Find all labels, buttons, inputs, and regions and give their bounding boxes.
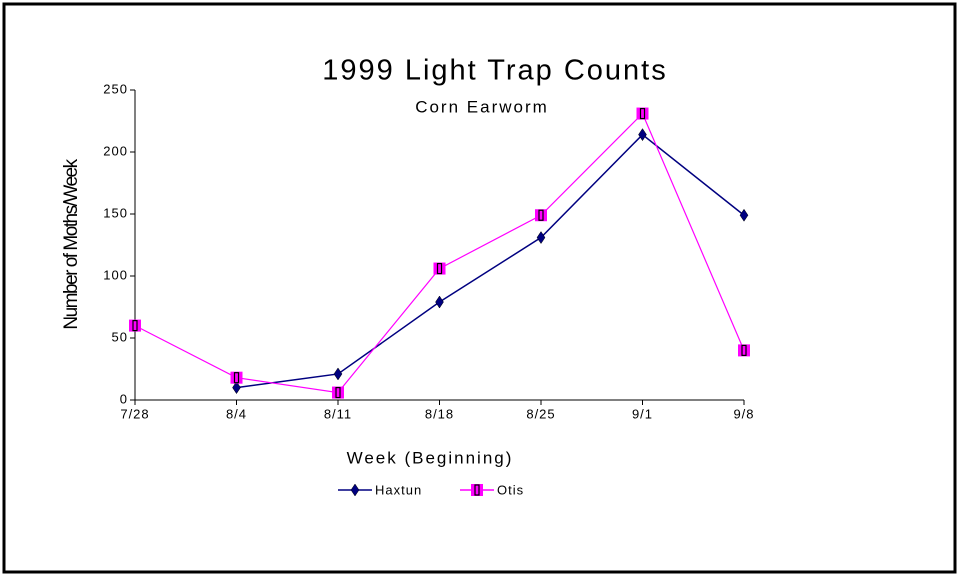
marker-box	[738, 344, 750, 357]
legend-label: Haxtun	[375, 482, 422, 497]
marker-core	[132, 320, 138, 332]
marker-box	[433, 262, 446, 275]
marker	[738, 344, 750, 357]
y-tick-label: 150	[103, 205, 128, 220]
marker	[433, 262, 446, 275]
marker-core	[639, 107, 646, 120]
x-tick-label: 8/18	[425, 406, 454, 421]
marker	[638, 128, 647, 142]
marker	[333, 367, 343, 381]
marker	[471, 484, 483, 496]
x-tick-label: 9/1	[632, 406, 653, 421]
marker	[232, 381, 241, 395]
chart-subtitle: Corn Earworm	[415, 97, 549, 116]
marker-core	[233, 372, 240, 384]
marker-box	[332, 386, 344, 399]
marker-box	[535, 209, 547, 222]
chart-title: 1999 Light Trap Counts	[322, 55, 667, 87]
y-axis-label: Number of Moths/Week	[61, 158, 82, 329]
marker-core	[474, 484, 480, 496]
y-tick-label: 0	[120, 391, 128, 406]
marker-box	[636, 107, 649, 120]
legend-label: Otis	[497, 482, 524, 497]
marker-box	[230, 371, 243, 384]
marker-core	[436, 262, 443, 275]
marker	[230, 371, 243, 384]
marker	[636, 107, 649, 120]
marker	[739, 208, 749, 222]
marker-box	[129, 319, 141, 332]
marker-core	[538, 209, 544, 221]
marker	[535, 209, 547, 222]
marker	[129, 319, 141, 332]
x-tick-label: 8/4	[226, 406, 247, 421]
x-tick-label: 7/28	[120, 406, 149, 421]
y-tick-label: 200	[103, 143, 128, 158]
marker	[435, 295, 444, 309]
y-tick-label: 100	[103, 267, 128, 282]
x-tick-label: 8/11	[324, 406, 352, 421]
marker-core	[335, 386, 341, 399]
marker	[332, 386, 344, 399]
x-tick-label: 8/25	[526, 406, 555, 421]
marker	[536, 231, 546, 245]
series-line	[236, 133, 745, 389]
x-axis-label: Week (Beginning)	[347, 448, 514, 467]
y-tick-label: 50	[112, 329, 128, 344]
y-tick-label: 250	[103, 81, 128, 96]
marker-core	[741, 344, 747, 356]
x-tick-label: 9/8	[733, 406, 754, 421]
marker-box	[471, 484, 483, 496]
marker	[350, 483, 360, 497]
